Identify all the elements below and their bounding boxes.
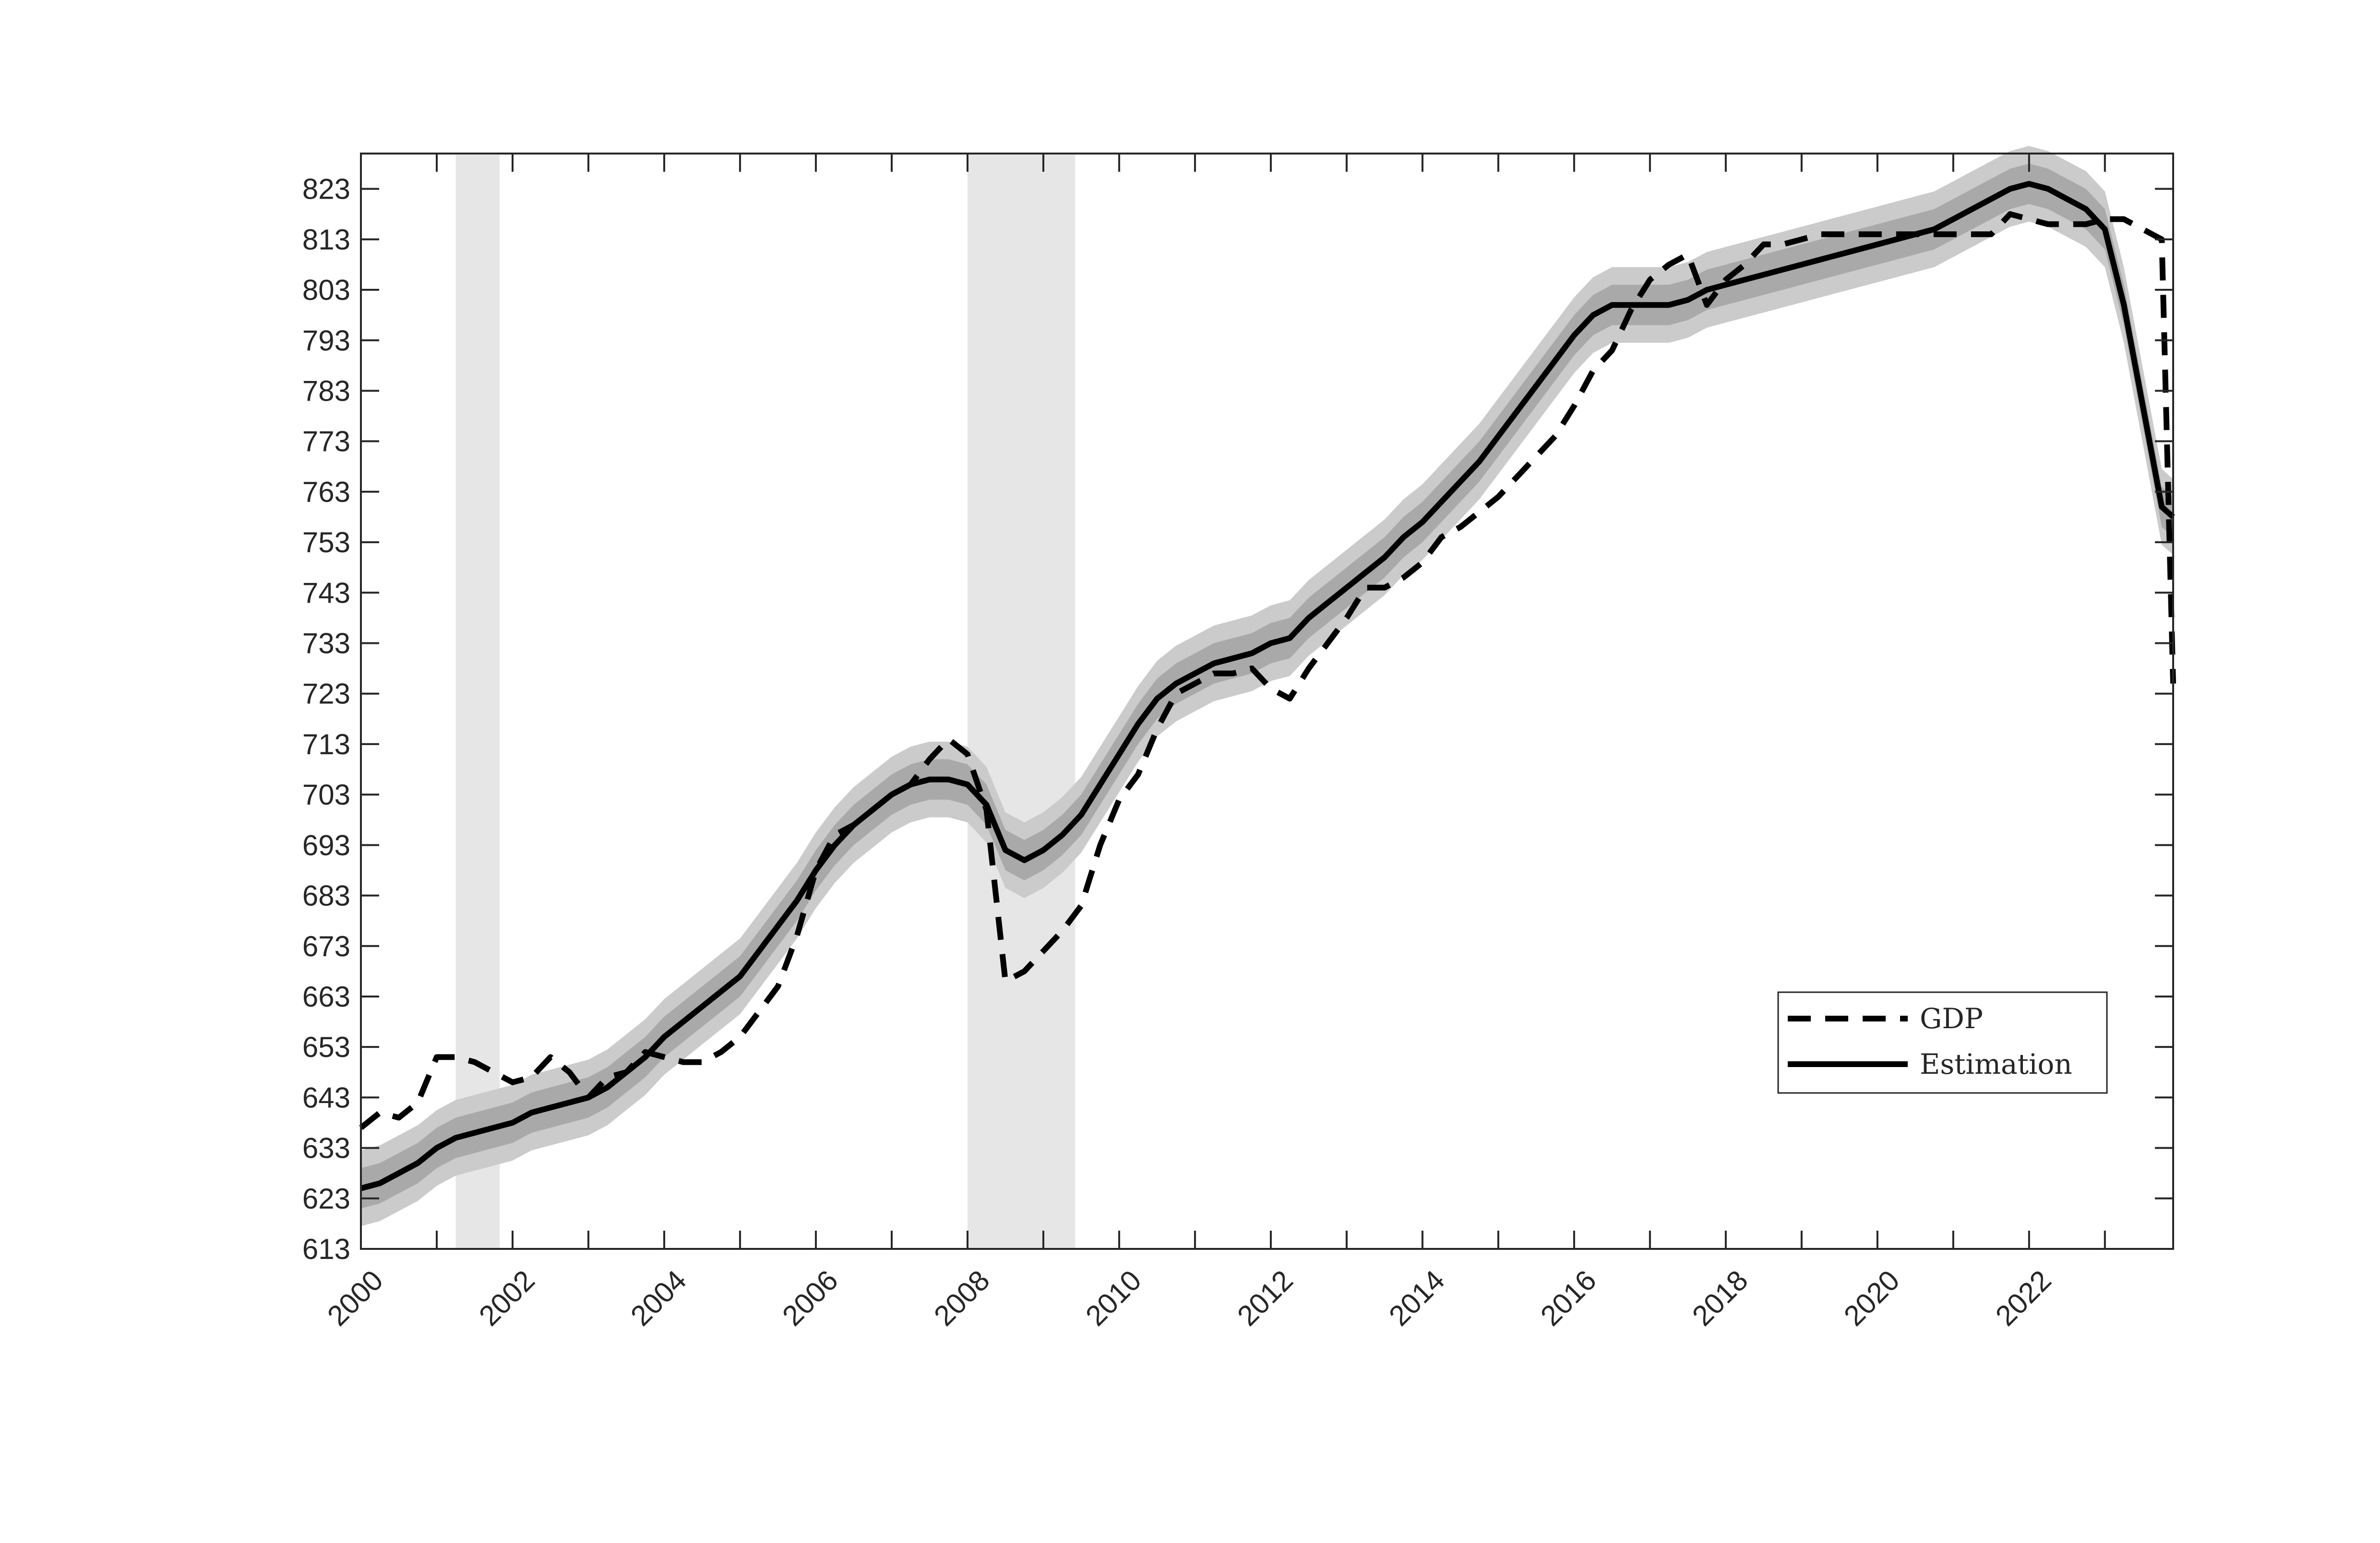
y-tick-label: 653 [302,1031,350,1063]
legend-label-estimation: Estimation [1920,1048,2072,1080]
recession-band-1 [967,154,1076,1249]
y-tick-label: 743 [302,577,350,609]
y-tick-label: 793 [302,324,350,356]
band-inner [361,164,2173,1209]
y-tick-label: 713 [302,728,350,760]
y-tick-label: 633 [302,1132,350,1164]
recession-shading [455,154,1076,1249]
y-tick-label: 823 [302,173,350,205]
y-tick-label: 613 [302,1233,350,1265]
legend: GDP Estimation [1777,991,2108,1094]
y-axis: 613 623 633 643 653 663 673 683 693 703 713 723 733 7… [302,173,2173,1265]
y-tick-label: 623 [302,1183,350,1215]
y-tick-label: 783 [302,375,350,407]
confidence-bands [361,146,2173,1226]
y-tick-label: 813 [302,224,350,256]
y-tick-label: 673 [302,930,350,962]
series-line-estimation [360,181,2175,1191]
recession-band-0 [455,154,500,1249]
y-tick-label: 723 [302,678,350,710]
legend-label-gdp: GDP [1920,1002,1983,1035]
y-tick-label: 803 [302,274,350,306]
y-tick-label: 733 [302,628,350,660]
y-tick-label: 663 [302,981,350,1013]
y-tick-label: 773 [302,426,350,458]
y-tick-label: 763 [302,476,350,508]
y-tick-label: 703 [302,779,350,811]
series-line-gdp [359,211,2176,1130]
y-tick-label: 753 [302,526,350,558]
y-tick-label: 643 [302,1081,350,1114]
legend-box [1777,991,2108,1094]
plot-frame [360,153,2174,1250]
y-tick-label: 693 [302,829,350,861]
y-tick-label: 683 [302,880,350,912]
series-lines [359,181,2176,1191]
